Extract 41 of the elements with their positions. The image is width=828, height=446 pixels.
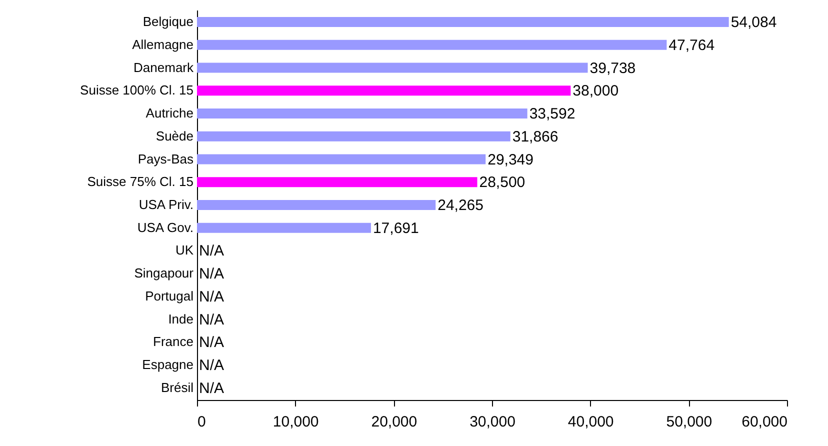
x-tick-label: 20,000 xyxy=(371,414,418,430)
x-tick-label: 50,000 xyxy=(666,414,712,430)
y-tick-label: Espagne xyxy=(142,357,194,372)
text: N/A xyxy=(199,334,224,352)
y-tick-label: France xyxy=(153,334,194,350)
text: N/A xyxy=(199,357,224,374)
x-tick-label: 60,000 xyxy=(742,414,788,430)
y-tick-label: Autriche xyxy=(146,106,194,121)
text: N/A xyxy=(199,380,224,397)
data-label: 54,084 xyxy=(730,14,777,32)
y-tick-label: Inde xyxy=(168,311,194,326)
y-tick-label: Brésil xyxy=(160,380,194,395)
x-tick-label: 30,000 xyxy=(470,414,516,430)
y-tick-label: Allemagne xyxy=(132,36,194,52)
y-tick-label: USA Priv. xyxy=(138,197,194,212)
y-tick-label: Suisse 100% Cl. 15 xyxy=(80,82,194,98)
y-tick-label: Belgique xyxy=(142,14,194,30)
data-label: 24,265 xyxy=(438,197,484,214)
x-tick-label: 10,000 xyxy=(272,414,319,430)
y-tick-label: Portugal xyxy=(145,288,194,304)
y-tick-label: Suisse 75% Cl. 15 xyxy=(87,174,194,190)
data-label: 17,691 xyxy=(372,220,419,237)
text: N/A xyxy=(199,311,224,328)
y-tick-label: Danemark xyxy=(134,60,194,75)
text: N/A xyxy=(199,266,224,283)
y-tick-label: Pays-Bas xyxy=(138,151,194,166)
x-tick-label: 0 xyxy=(198,414,206,430)
text: N/A xyxy=(199,242,224,260)
data-label: 47,764 xyxy=(668,36,715,54)
y-tick-label: Singapour xyxy=(134,266,194,281)
text: N/A xyxy=(199,288,224,306)
data-label: 29,349 xyxy=(488,151,534,168)
y-tick-label: Suède xyxy=(156,128,194,144)
data-label: 38,000 xyxy=(572,82,619,100)
x-tick-label: 40,000 xyxy=(568,414,614,430)
y-tick-label: USA Gov. xyxy=(137,220,194,235)
data-label: 33,592 xyxy=(529,106,576,123)
data-label: 31,866 xyxy=(512,128,558,146)
data-label: 39,738 xyxy=(590,60,636,77)
data-label: 28,500 xyxy=(479,174,526,192)
y-tick-label: UK xyxy=(175,242,194,258)
